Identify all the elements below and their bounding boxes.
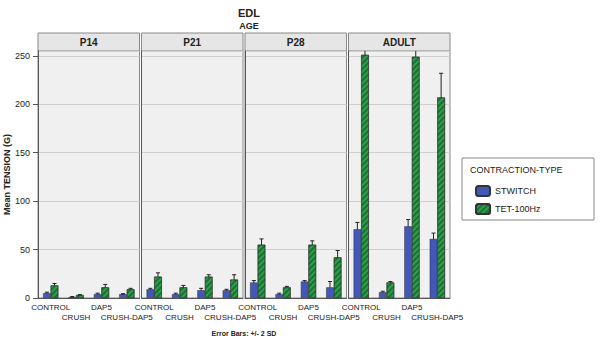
svg-text:CRUSH-DAP5: CRUSH-DAP5 [411,313,464,322]
svg-text:100: 100 [15,196,30,206]
svg-text:DAP5: DAP5 [91,303,112,312]
svg-text:CRUSH: CRUSH [372,313,401,322]
svg-text:CONTROL: CONTROL [135,303,175,312]
svg-text:Error Bars: +/- 2 SD: Error Bars: +/- 2 SD [212,330,277,337]
svg-text:CRUSH: CRUSH [165,313,194,322]
svg-text:50: 50 [20,245,30,255]
svg-text:CRUSH-DAP5: CRUSH-DAP5 [101,313,154,322]
svg-text:P14: P14 [80,37,98,48]
svg-text:ADULT: ADULT [383,37,416,48]
svg-text:CONTROL: CONTROL [31,303,71,312]
svg-text:150: 150 [15,148,30,158]
svg-text:TET-100Hz: TET-100Hz [495,204,541,214]
svg-text:CONTRACTION-TYPE: CONTRACTION-TYPE [470,165,563,175]
svg-text:STWITCH: STWITCH [495,186,536,196]
svg-text:EDL: EDL [238,7,260,19]
svg-text:Mean TENSION (G): Mean TENSION (G) [2,134,12,215]
svg-text:200: 200 [15,99,30,109]
svg-text:0: 0 [25,293,30,303]
svg-text:P28: P28 [287,37,305,48]
svg-text:250: 250 [15,51,30,61]
svg-text:DAP5: DAP5 [298,303,319,312]
svg-text:DAP5: DAP5 [401,303,422,312]
svg-text:CONTROL: CONTROL [342,303,382,312]
svg-text:CRUSH: CRUSH [269,313,298,322]
svg-text:CRUSH-DAP5: CRUSH-DAP5 [204,313,257,322]
svg-text:CRUSH-DAP5: CRUSH-DAP5 [308,313,361,322]
svg-text:DAP5: DAP5 [194,303,215,312]
svg-text:P21: P21 [183,37,201,48]
svg-text:CRUSH: CRUSH [62,313,91,322]
svg-text:CONTROL: CONTROL [238,303,278,312]
svg-text:AGE: AGE [239,21,259,31]
